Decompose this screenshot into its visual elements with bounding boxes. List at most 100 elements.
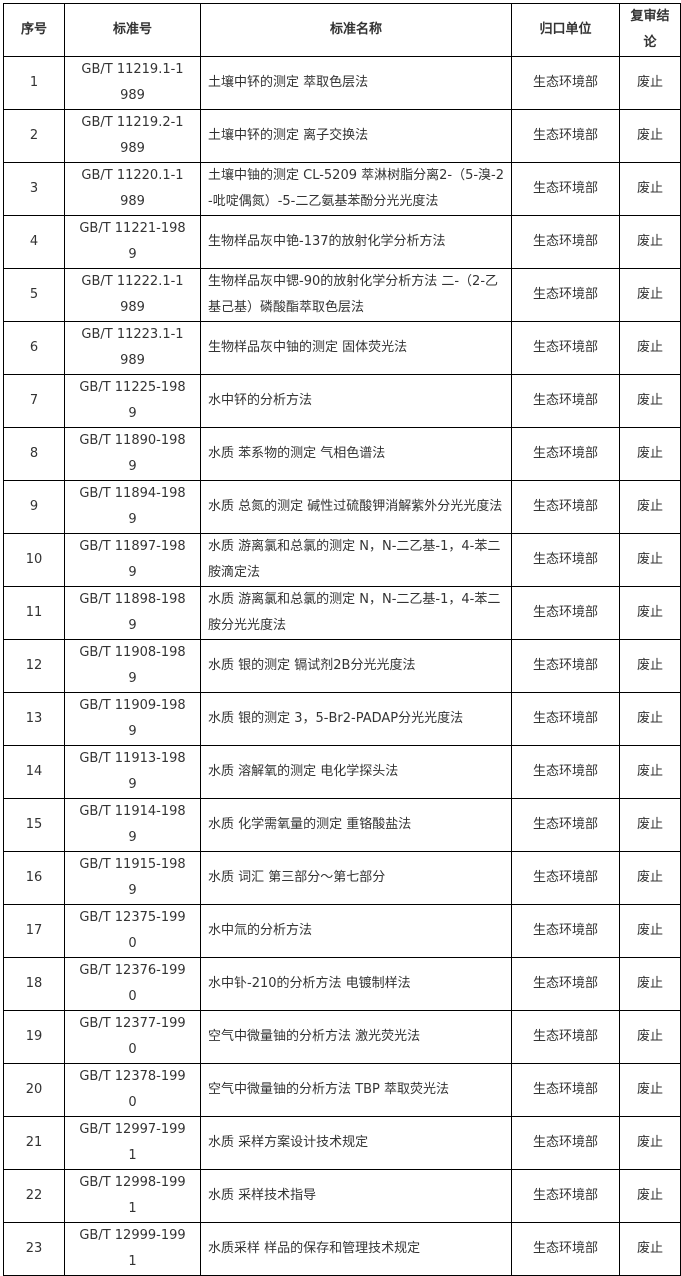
standard-number: GB/T 12999-1991 xyxy=(64,1222,201,1276)
table-row: 11 GB/T 11898-1989 水质 游离氯和总氯的测定 N，N-二乙基-1，… xyxy=(3,586,681,640)
standard-name: 土壤中钚的测定 离子交换法 xyxy=(200,109,512,163)
standard-name: 土壤中铀的测定 CL-5209 萃淋树脂分离2-（5-溴-2-吡啶偶氮）-5-二… xyxy=(200,162,512,216)
responsible-unit: 生态环境部 xyxy=(511,427,620,481)
review-conclusion: 废止 xyxy=(619,639,681,693)
review-conclusion: 废止 xyxy=(619,480,681,534)
responsible-unit: 生态环境部 xyxy=(511,215,620,269)
header-responsible-unit: 归口单位 xyxy=(511,3,620,57)
standard-name: 水中钚的分析方法 xyxy=(200,374,512,428)
standard-name: 土壤中钚的测定 萃取色层法 xyxy=(200,56,512,110)
responsible-unit: 生态环境部 xyxy=(511,1063,620,1117)
standard-name: 空气中微量铀的分析方法 激光荧光法 xyxy=(200,1010,512,1064)
responsible-unit: 生态环境部 xyxy=(511,1222,620,1276)
review-conclusion: 废止 xyxy=(619,1116,681,1170)
responsible-unit: 生态环境部 xyxy=(511,374,620,428)
standard-name: 水中氚的分析方法 xyxy=(200,904,512,958)
standard-name: 生物样品灰中铯-137的放射化学分析方法 xyxy=(200,215,512,269)
standard-name: 生物样品灰中锶-90的放射化学分析方法 二-（2-乙基己基）磷酸酯萃取色层法 xyxy=(200,268,512,322)
responsible-unit: 生态环境部 xyxy=(511,1010,620,1064)
table-row: 6 GB/T 11223.1-1989 生物样品灰中铀的测定 固体荧光法 生态环境部废… xyxy=(3,321,681,375)
standard-number: GB/T 11225-1989 xyxy=(64,374,201,428)
table-row: 5 GB/T 11222.1-1989 生物样品灰中锶-90的放射化学分析方法 二-… xyxy=(3,268,681,322)
header-no: 序号 xyxy=(3,3,65,57)
standard-number: GB/T 11219.1-1989 xyxy=(64,56,201,110)
row-number: 20 xyxy=(3,1063,65,1117)
row-number: 16 xyxy=(3,851,65,905)
table-row: 17 GB/T 12375-1990 水中氚的分析方法 生态环境部 废止 xyxy=(3,904,681,958)
standard-name: 水质 游离氯和总氯的测定 N，N-二乙基-1，4-苯二胺滴定法 xyxy=(200,533,512,587)
standard-number: GB/T 12997-1991 xyxy=(64,1116,201,1170)
standard-number: GB/T 11914-1989 xyxy=(64,798,201,852)
standard-name: 生物样品灰中铀的测定 固体荧光法 xyxy=(200,321,512,375)
standard-number: GB/T 11223.1-1989 xyxy=(64,321,201,375)
standard-number: GB/T 11221-1989 xyxy=(64,215,201,269)
standard-name: 水质 采样技术指导 xyxy=(200,1169,512,1223)
table-row: 3 GB/T 11220.1-1989 土壤中铀的测定 CL-5209 萃淋树脂分离… xyxy=(3,162,681,216)
row-number: 7 xyxy=(3,374,65,428)
review-conclusion: 废止 xyxy=(619,1063,681,1117)
row-number: 9 xyxy=(3,480,65,534)
row-number: 5 xyxy=(3,268,65,322)
review-conclusion: 废止 xyxy=(619,56,681,110)
row-number: 23 xyxy=(3,1222,65,1276)
standards-table: 序号 标准号 标准名称 归口单位 复审结论 1 GB/T 11219.1-1989… xyxy=(3,3,681,1276)
table-row: 13 GB/T 11909-1989 水质 银的测定 3，5-Br2-PADAP分光… xyxy=(3,692,681,746)
table-header-row: 序号 标准号 标准名称 归口单位 复审结论 xyxy=(3,3,681,57)
row-number: 1 xyxy=(3,56,65,110)
standard-number: GB/T 12376-1990 xyxy=(64,957,201,1011)
table-row: 7 GB/T 11225-1989 水中钚的分析方法 生态环境部 废止 xyxy=(3,374,681,428)
standard-number: GB/T 11897-1989 xyxy=(64,533,201,587)
standard-number: GB/T 11908-1989 xyxy=(64,639,201,693)
table-row: 15 GB/T 11914-1989 水质 化学需氧量的测定 重铬酸盐法 生态环境部废… xyxy=(3,798,681,852)
table-row: 9 GB/T 11894-1989 水质 总氮的测定 碱性过硫酸钾消解紫外分光光度法… xyxy=(3,480,681,534)
header-review-conclusion: 复审结论 xyxy=(619,3,681,57)
responsible-unit: 生态环境部 xyxy=(511,162,620,216)
responsible-unit: 生态环境部 xyxy=(511,268,620,322)
table-row: 10 GB/T 11897-1989 水质 游离氯和总氯的测定 N，N-二乙基-1，… xyxy=(3,533,681,587)
standard-name: 水质 苯系物的测定 气相色谱法 xyxy=(200,427,512,481)
standard-number: GB/T 12377-1990 xyxy=(64,1010,201,1064)
standard-number: GB/T 12998-1991 xyxy=(64,1169,201,1223)
header-standard-name: 标准名称 xyxy=(200,3,512,57)
responsible-unit: 生态环境部 xyxy=(511,586,620,640)
header-standard-number: 标准号 xyxy=(64,3,201,57)
responsible-unit: 生态环境部 xyxy=(511,692,620,746)
table-row: 12 GB/T 11908-1989 水质 银的测定 镉试剂2B分光光度法 生态环境部… xyxy=(3,639,681,693)
standard-number: GB/T 11222.1-1989 xyxy=(64,268,201,322)
table-row: 19 GB/T 12377-1990 空气中微量铀的分析方法 激光荧光法 生态环境部废… xyxy=(3,1010,681,1064)
responsible-unit: 生态环境部 xyxy=(511,745,620,799)
standard-number: GB/T 11915-1989 xyxy=(64,851,201,905)
table-row: 4 GB/T 11221-1989 生物样品灰中铯-137的放射化学分析方法 生态环境… xyxy=(3,215,681,269)
review-conclusion: 废止 xyxy=(619,586,681,640)
standard-number: GB/T 12375-1990 xyxy=(64,904,201,958)
row-number: 17 xyxy=(3,904,65,958)
row-number: 11 xyxy=(3,586,65,640)
table-row: 14 GB/T 11913-1989 水质 溶解氧的测定 电化学探头法 生态环境部 废止 xyxy=(3,745,681,799)
row-number: 19 xyxy=(3,1010,65,1064)
table-row: 1 GB/T 11219.1-1989 土壤中钚的测定 萃取色层法 生态环境部 废止 xyxy=(3,56,681,110)
row-number: 21 xyxy=(3,1116,65,1170)
review-conclusion: 废止 xyxy=(619,1222,681,1276)
standard-number: GB/T 11898-1989 xyxy=(64,586,201,640)
responsible-unit: 生态环境部 xyxy=(511,533,620,587)
row-number: 14 xyxy=(3,745,65,799)
review-conclusion: 废止 xyxy=(619,427,681,481)
review-conclusion: 废止 xyxy=(619,1010,681,1064)
review-conclusion: 废止 xyxy=(619,745,681,799)
standard-number: GB/T 12378-1990 xyxy=(64,1063,201,1117)
table-row: 18 GB/T 12376-1990 水中钋-210的分析方法 电镀制样法 生态环境部… xyxy=(3,957,681,1011)
responsible-unit: 生态环境部 xyxy=(511,957,620,1011)
row-number: 10 xyxy=(3,533,65,587)
standard-name: 水质 采样方案设计技术规定 xyxy=(200,1116,512,1170)
standard-name: 水质 游离氯和总氯的测定 N，N-二乙基-1，4-苯二胺分光光度法 xyxy=(200,586,512,640)
review-conclusion: 废止 xyxy=(619,692,681,746)
review-conclusion: 废止 xyxy=(619,1169,681,1223)
review-conclusion: 废止 xyxy=(619,798,681,852)
responsible-unit: 生态环境部 xyxy=(511,639,620,693)
responsible-unit: 生态环境部 xyxy=(511,798,620,852)
standard-name: 水质 银的测定 3，5-Br2-PADAP分光光度法 xyxy=(200,692,512,746)
review-conclusion: 废止 xyxy=(619,374,681,428)
standard-number: GB/T 11909-1989 xyxy=(64,692,201,746)
table-row: 22 GB/T 12998-1991 水质 采样技术指导 生态环境部 废止 xyxy=(3,1169,681,1223)
review-conclusion: 废止 xyxy=(619,533,681,587)
